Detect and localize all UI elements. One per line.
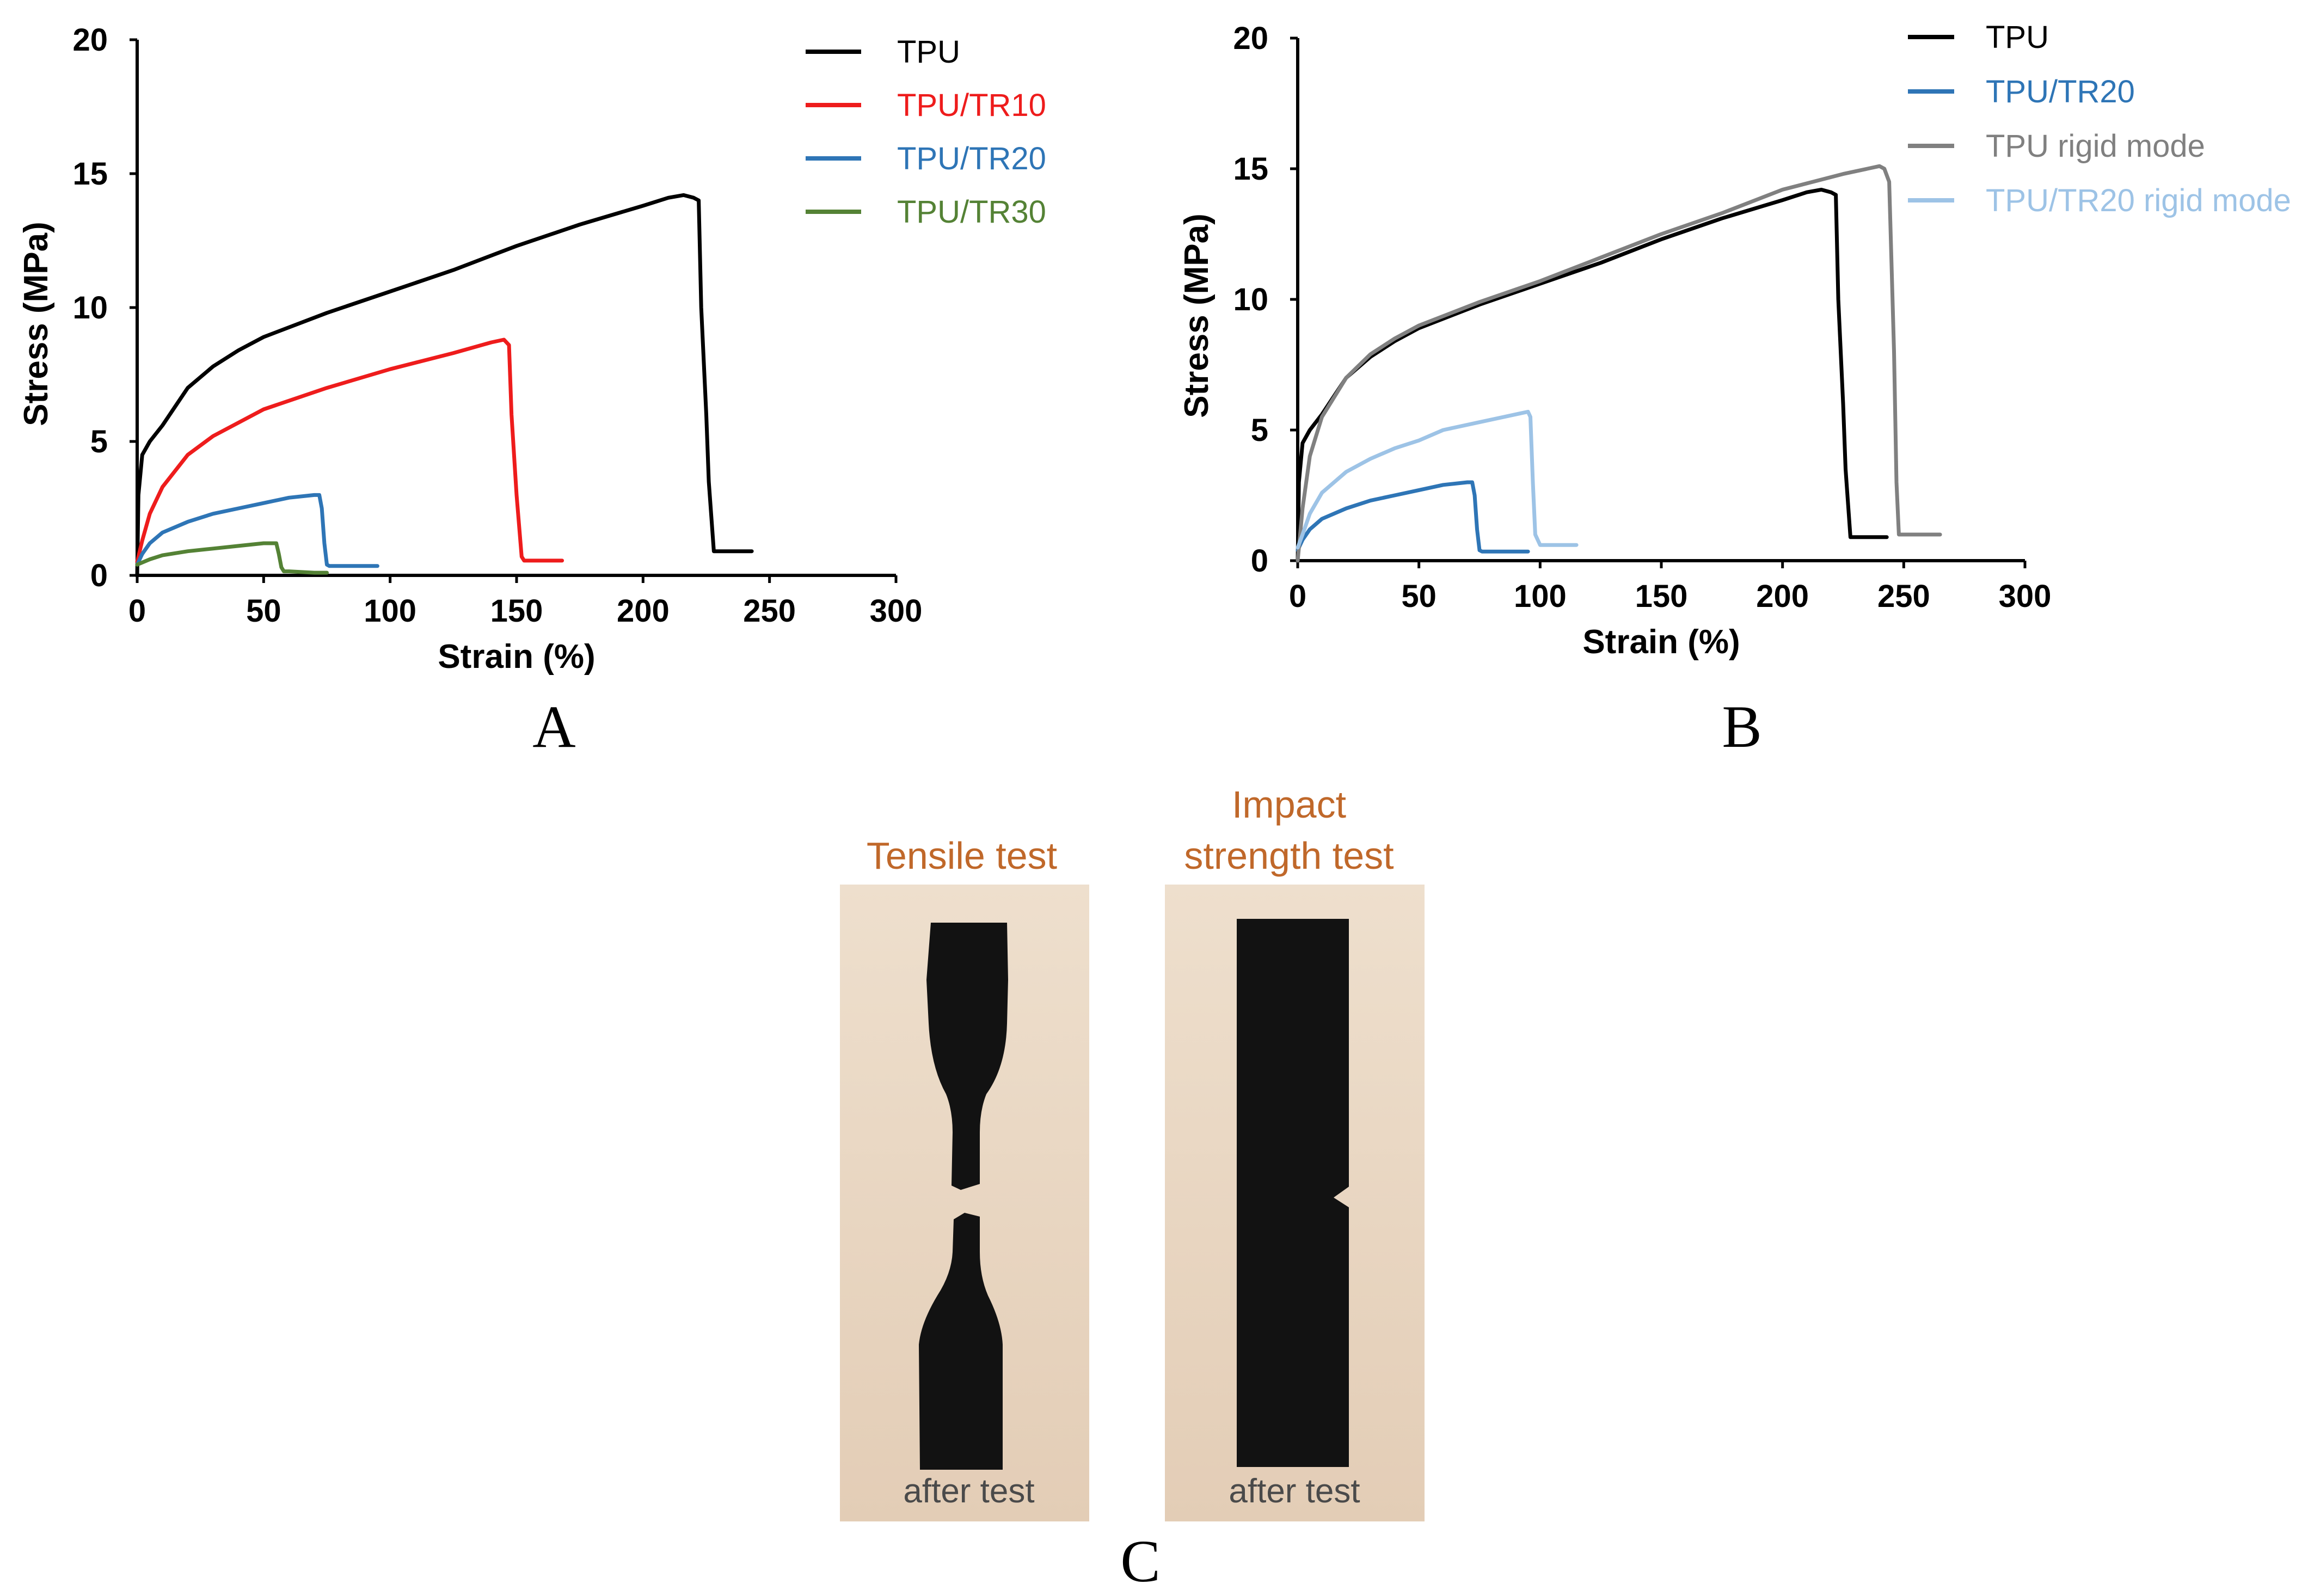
impact-test-title-line1: Impact xyxy=(1232,783,1346,826)
impact-test-title-line2: strength test xyxy=(1184,834,1394,877)
x-tick-label: 100 xyxy=(1514,579,1567,614)
x-tick-label: 0 xyxy=(1289,579,1306,614)
tensile-specimen-lower-half xyxy=(919,1213,1003,1470)
series-line-tpu-tr20 xyxy=(1296,480,1530,554)
series-line-tpu-tr10 xyxy=(135,337,564,564)
x-axis-title: Strain (%) xyxy=(438,638,595,676)
y-tick-label: 15 xyxy=(1233,151,1268,187)
series-line-tpu xyxy=(135,193,754,578)
x-tick-label: 300 xyxy=(1999,579,2052,614)
panel-label-b: B xyxy=(1722,693,1761,760)
x-tick-label: 250 xyxy=(743,593,796,629)
x-tick-label: 250 xyxy=(1877,579,1930,614)
y-tick-label: 10 xyxy=(72,290,108,326)
panel-label-c: C xyxy=(1120,1528,1160,1594)
x-tick-label: 0 xyxy=(128,593,146,629)
legend-label: TPU xyxy=(897,34,960,70)
tensile-test-title: Tensile test xyxy=(867,834,1057,877)
x-tick-label: 150 xyxy=(490,593,543,629)
x-tick-label: 300 xyxy=(870,593,923,629)
y-tick-label: 20 xyxy=(1233,21,1268,56)
x-tick-label: 50 xyxy=(1401,579,1437,614)
y-axis-title: Stress (MPa) xyxy=(1178,213,1216,418)
y-tick-label: 5 xyxy=(1251,413,1268,448)
series-line-tpu-tr20-rigid-mode xyxy=(1296,409,1579,550)
series-line-tpu-rigid-mode xyxy=(1296,164,1942,563)
legend-label: TPU/TR10 xyxy=(897,88,1046,123)
chart-b: 0 50 100 150 200 250 300 0 5 10 15 20 Strain (%) Stre… xyxy=(1178,20,2291,661)
tensile-specimen-upper-half xyxy=(926,923,1008,1190)
y-tick-label: 10 xyxy=(1233,282,1268,317)
x-tick-label: 100 xyxy=(364,593,416,629)
impact-photo-caption: after test xyxy=(1229,1472,1360,1510)
tensile-test-photo-panel: Tensile test after test xyxy=(840,834,1089,1521)
series-line-tpu xyxy=(1296,187,1889,563)
impact-strength-test-photo-panel: Impact strength test after test xyxy=(1165,783,1425,1521)
y-tick-label: 20 xyxy=(72,22,108,58)
legend-label: TPU/TR20 rigid mode xyxy=(1986,183,2291,218)
series-line-tpu-tr30 xyxy=(135,541,329,575)
y-tick-label: 0 xyxy=(90,558,108,593)
series-line-tpu-tr20 xyxy=(135,493,379,568)
impact-specimen xyxy=(1237,919,1349,1467)
y-tick-label: 15 xyxy=(72,156,108,192)
legend-label: TPU/TR30 xyxy=(897,194,1046,230)
y-tick-label: 5 xyxy=(90,424,108,459)
legend-label: TPU rigid mode xyxy=(1986,128,2205,164)
x-tick-label: 200 xyxy=(1756,579,1809,614)
x-tick-label: 150 xyxy=(1635,579,1688,614)
y-axis-title: Stress (MPa) xyxy=(17,222,55,426)
x-tick-label: 200 xyxy=(617,593,670,629)
legend-label: TPU/TR20 xyxy=(897,141,1046,176)
tensile-photo-caption: after test xyxy=(903,1472,1034,1510)
panel-label-a: A xyxy=(532,693,575,760)
y-tick-label: 0 xyxy=(1251,543,1268,579)
chart-a: 0 50 100 150 200 250 300 0 5 10 15 20 Strain (%) Stre… xyxy=(17,22,1046,676)
x-axis-title: Strain (%) xyxy=(1582,623,1740,661)
x-tick-label: 50 xyxy=(246,593,281,629)
legend-label: TPU xyxy=(1986,20,2049,55)
legend-label: TPU/TR20 xyxy=(1986,74,2135,109)
